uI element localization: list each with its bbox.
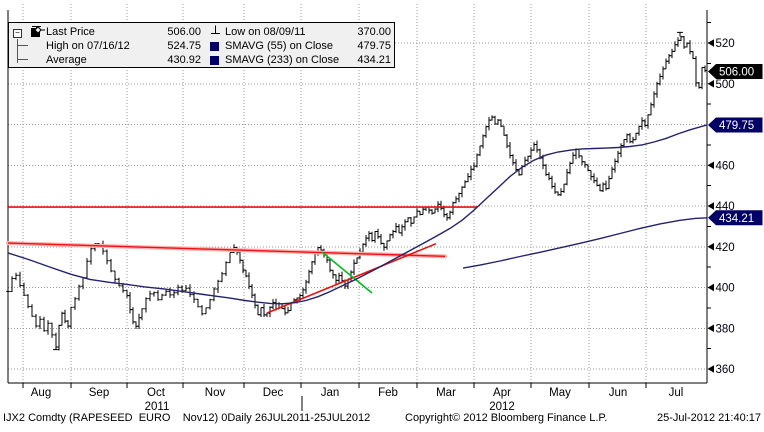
svg-text:Nov: Nov: [205, 387, 226, 399]
legend-box[interactable]: − Last Price 506.00 High on 07/16/12 524…: [8, 22, 395, 68]
legend-value: 479.75: [357, 40, 391, 52]
smavg55-line: [7, 124, 708, 305]
legend-label: SMAVG (55) on Close: [225, 40, 334, 52]
svg-text:May: May: [549, 387, 571, 399]
legend-label: Last Price: [46, 26, 95, 38]
legend-label: Average: [46, 54, 87, 66]
high-low-markers: [53, 31, 683, 351]
trendlines: [6, 206, 477, 314]
legend-value: 430.92: [167, 54, 201, 66]
svg-text:380: 380: [716, 323, 735, 335]
svg-text:500: 500: [716, 79, 735, 91]
svg-text:2012: 2012: [489, 401, 515, 413]
legend-value: 370.00: [357, 26, 391, 38]
svg-text:Oct: Oct: [147, 387, 166, 399]
legend-label: Low on 08/09/11: [225, 26, 306, 38]
price-badge: [708, 210, 763, 226]
svg-text:440: 440: [716, 201, 735, 213]
svg-text:479.75: 479.75: [719, 120, 754, 132]
svg-text:Apr: Apr: [493, 387, 511, 399]
smavg233-line: [462, 217, 708, 269]
svg-text:460: 460: [716, 160, 735, 172]
svg-text:420: 420: [716, 242, 735, 254]
last-price-swatch-icon: [31, 27, 46, 37]
green-trendline: [321, 251, 373, 294]
security-description: IJX2 Comdty (RAPESEED EURO Nov12) 0Daily…: [3, 412, 371, 424]
svg-text:520: 520: [716, 38, 735, 50]
rising-trendline: [266, 242, 437, 314]
svg-text:Sep: Sep: [89, 387, 109, 399]
legend-item-low[interactable]: Low on 08/09/11 370.00: [210, 25, 391, 39]
legend-item-last-price[interactable]: Last Price 506.00: [31, 25, 201, 39]
plot-frame: [7, 10, 708, 384]
svg-text:Dec: Dec: [263, 387, 284, 399]
svg-text:400: 400: [716, 283, 735, 295]
svg-text:Mar: Mar: [436, 387, 456, 399]
svg-text:Jan: Jan: [321, 387, 340, 399]
price-badge: [708, 117, 763, 133]
svg-text:434.21: 434.21: [719, 213, 754, 225]
legend-item-high[interactable]: High on 07/16/12 524.75: [31, 26, 201, 53]
price-bars: [6, 35, 707, 351]
legend-tree-branch: [17, 45, 28, 46]
legend-value: 434.21: [357, 54, 391, 66]
legend-collapse-toggle[interactable]: −: [13, 29, 22, 38]
svg-text:360: 360: [716, 364, 735, 376]
x-axis: Aug Sep Oct Nov Dec Jan Feb Mar Apr May Jun Jul 2011…: [22, 383, 684, 413]
smavg55-line: [7, 124, 708, 305]
copyright-text: Copyright© 2012 Bloomberg Finance L.P.: [405, 412, 608, 424]
svg-text:Feb: Feb: [378, 387, 398, 399]
legend-value: 524.75: [167, 40, 201, 52]
svg-text:Jun: Jun: [609, 387, 628, 399]
svg-text:506.00: 506.00: [719, 67, 754, 79]
timestamp: 25-Jul-2012 21:40:17: [657, 412, 761, 424]
svg-text:Jul: Jul: [669, 387, 684, 399]
svg-text:Aug: Aug: [31, 387, 51, 399]
legend-item-average[interactable]: Average 430.92: [31, 26, 201, 67]
legend-tree-line: [17, 39, 18, 63]
smavg55-swatch-icon: [210, 41, 225, 51]
legend-label: High on 07/16/12: [46, 40, 130, 52]
price-badges: 506.00 479.75 434.21: [708, 64, 763, 226]
legend-value: 506.00: [167, 26, 201, 38]
smavg233-swatch-icon: [210, 55, 225, 65]
smavg233-line: [462, 217, 708, 269]
legend-label: SMAVG (233) on Close: [225, 54, 340, 66]
legend-item-smavg55[interactable]: SMAVG (55) on Close 479.75: [210, 39, 391, 53]
price-badge: [708, 64, 763, 80]
declining-trendline: [7, 242, 446, 258]
legend-tree-branch: [17, 59, 28, 60]
svg-text:2011: 2011: [145, 401, 170, 413]
y-axis: 360 380 400 420 440 460 500 520: [707, 22, 735, 376]
legend-item-smavg233[interactable]: SMAVG (233) on Close 434.21: [210, 53, 391, 67]
